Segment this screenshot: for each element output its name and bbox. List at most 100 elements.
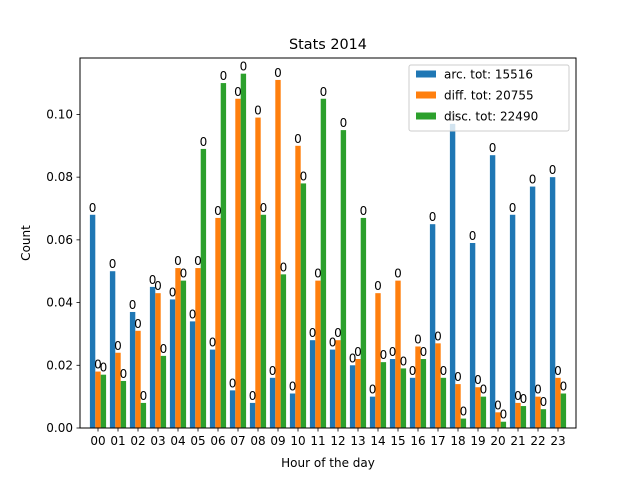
x-tick-label: 07 — [230, 434, 245, 448]
bar-s1-06 — [215, 217, 221, 428]
bar-label-s1-01: 0 — [114, 339, 122, 353]
bar-s0-07 — [229, 390, 236, 428]
legend-label-s1: diff. tot: 20755 — [444, 89, 534, 103]
bar-label-s1-00: 0 — [94, 358, 102, 372]
legend: arc. tot: 15516 diff. tot: 20755 disc. tot… — [408, 64, 570, 132]
bar-label-s2-13: 0 — [360, 204, 368, 218]
bar-label-s0-14: 0 — [369, 383, 377, 397]
x-tick-label: 19 — [470, 434, 485, 448]
bar-label-s2-00: 0 — [100, 361, 108, 375]
bar-s1-04 — [175, 268, 181, 428]
y-axis-label: Count — [19, 225, 33, 261]
bar-s0-04 — [169, 299, 176, 428]
bar-s0-09 — [269, 377, 276, 428]
bar-label-s2-20: 0 — [500, 408, 508, 422]
bar-s1-07 — [235, 98, 241, 428]
bar-label-s0-10: 0 — [289, 380, 297, 394]
bar-s2-19 — [480, 396, 487, 428]
x-tick-label: 18 — [450, 434, 465, 448]
bar-s2-13 — [360, 217, 367, 428]
x-tick-label: 06 — [210, 434, 225, 448]
bar-s0-18 — [449, 123, 456, 428]
bar-s1-10 — [295, 145, 301, 429]
bar-s2-15 — [400, 368, 407, 428]
legend-frame — [408, 64, 570, 132]
x-tick-label: 20 — [490, 434, 505, 448]
x-tick-label: 01 — [110, 434, 125, 448]
bar-label-s1-20: 0 — [494, 398, 502, 412]
bar-label-s2-01: 0 — [120, 367, 128, 381]
bar-s2-11 — [320, 98, 327, 428]
bar-s2-21 — [520, 406, 527, 428]
x-tick-label: 03 — [150, 434, 165, 448]
bar-s1-03 — [155, 293, 161, 428]
x-tick-label: 21 — [510, 434, 525, 448]
bar-label-s2-14: 0 — [380, 348, 388, 362]
bar-label-s1-18: 0 — [454, 370, 462, 384]
y-tick-label: 0.10 — [46, 107, 73, 121]
bars-group — [89, 73, 567, 429]
legend-swatch-s0 — [416, 70, 436, 78]
bar-label-s1-02: 0 — [134, 317, 142, 331]
bar-s1-20 — [495, 412, 501, 428]
bar-label-s1-03: 0 — [154, 279, 162, 293]
bar-label-s0-20: 0 — [489, 141, 497, 155]
y-tick-label: 0.02 — [46, 358, 73, 372]
bar-label-s1-11: 0 — [314, 267, 322, 281]
bar-label-s0-23: 0 — [549, 163, 557, 177]
bar-s1-14 — [375, 293, 381, 428]
bar-label-s1-13: 0 — [354, 345, 362, 359]
bar-label-s0-08: 0 — [249, 389, 257, 403]
bar-label-s2-21: 0 — [520, 392, 528, 406]
bar-s2-05 — [200, 148, 207, 428]
bar-s1-05 — [195, 268, 201, 428]
bar-s0-11 — [309, 340, 316, 428]
plot-frame — [79, 57, 577, 429]
bar-label-s0-01: 0 — [109, 257, 117, 271]
bar-s1-00 — [95, 371, 101, 428]
legend-label-s0: arc. tot: 15516 — [444, 68, 533, 82]
bar-s2-07 — [240, 73, 247, 429]
bar-s1-08 — [255, 117, 261, 428]
bar-s1-18 — [455, 384, 461, 428]
bar-s0-19 — [469, 243, 476, 428]
y-tick-label: 0.08 — [46, 170, 73, 184]
x-tick-label: 14 — [370, 434, 385, 448]
bar-label-s0-06: 0 — [209, 336, 217, 350]
bar-label-s0-11: 0 — [309, 326, 317, 340]
bar-label-s1-16: 0 — [414, 332, 422, 346]
legend-swatch-s1 — [416, 91, 436, 99]
bar-s1-01 — [115, 352, 121, 428]
x-tick-label: 15 — [390, 434, 405, 448]
x-axis-label: Hour of the day — [281, 456, 375, 470]
bar-label-s0-04: 0 — [169, 285, 177, 299]
bar-s2-12 — [340, 130, 347, 428]
bar-label-s2-08: 0 — [260, 201, 268, 215]
legend-label-s2: disc. tot: 22490 — [444, 110, 538, 124]
bar-label-s2-03: 0 — [160, 342, 168, 356]
bar-s2-04 — [180, 280, 187, 428]
bar-label-s2-23: 0 — [560, 380, 568, 394]
bar-label-s2-17: 0 — [440, 364, 448, 378]
x-tick-label: 22 — [530, 434, 545, 448]
bar-s0-12 — [329, 349, 336, 428]
bar-s2-16 — [420, 359, 427, 428]
bar-s0-13 — [349, 365, 356, 428]
bar-label-s1-08: 0 — [254, 104, 262, 118]
bar-label-s2-06: 0 — [220, 69, 228, 83]
bar-label-s1-07: 0 — [234, 85, 242, 99]
bar-s1-13 — [355, 359, 361, 428]
legend-swatch-s2 — [416, 112, 436, 120]
x-tick-label: 13 — [350, 434, 365, 448]
bar-label-s2-10: 0 — [300, 169, 308, 183]
bar-label-s1-23: 0 — [554, 364, 562, 378]
x-tick-label: 08 — [250, 434, 265, 448]
bar-s2-23 — [560, 393, 567, 428]
x-tick-label: 04 — [170, 434, 185, 448]
bar-s0-02 — [129, 311, 136, 428]
bar-label-s2-18: 0 — [460, 405, 468, 419]
bar-label-s1-19: 0 — [474, 373, 482, 387]
bar-label-s2-11: 0 — [320, 85, 328, 99]
bar-label-s0-16: 0 — [409, 364, 417, 378]
